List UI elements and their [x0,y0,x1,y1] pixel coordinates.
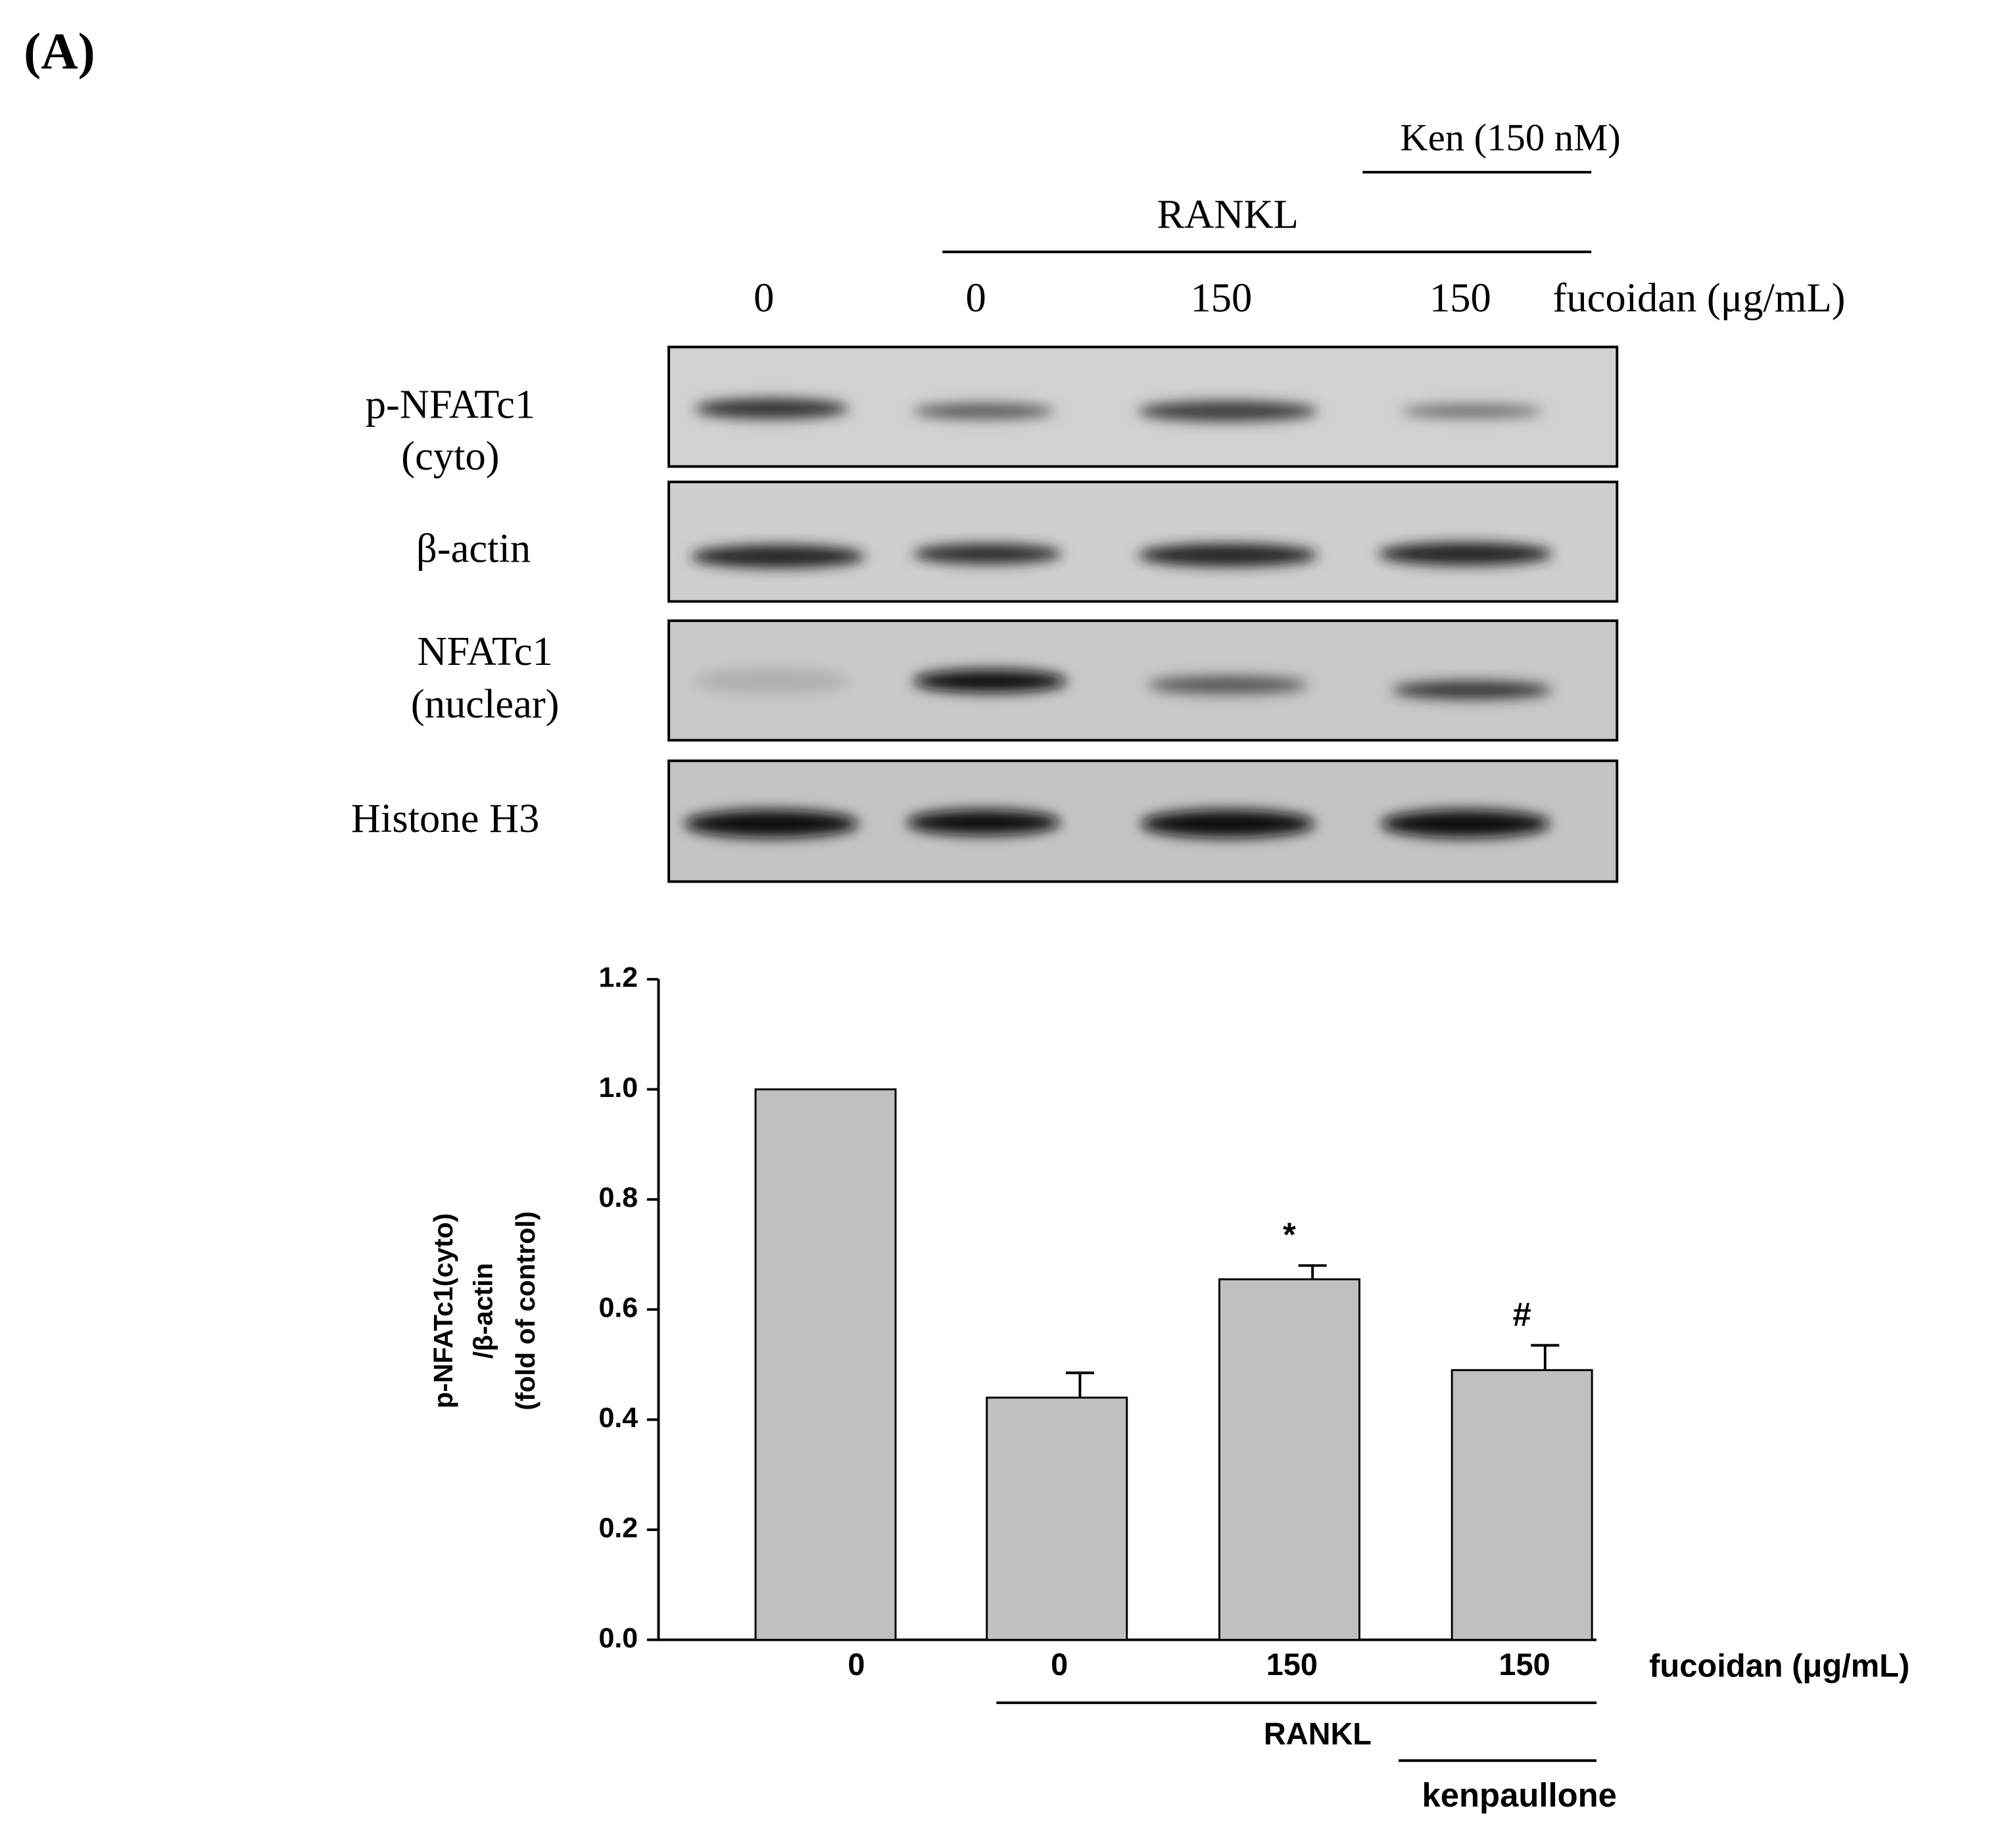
x-tick-label: 150 [1499,1647,1550,1682]
ken-label: Ken (150 nM) [1400,116,1620,158]
row-label: p-NFATc1 [366,381,535,427]
blot-panels [667,345,1619,883]
y-axis-label: /β-actin [468,1263,498,1359]
rankl-label: RANKL [1157,191,1298,237]
bar [1451,1369,1593,1641]
x-axis-label: fucoidan (μg/mL) [1649,1648,1909,1684]
row-label: (nuclear) [411,681,560,727]
group-label: kenpaullone [1422,1776,1617,1814]
row-label: Histone H3 [351,795,540,841]
group-label: RANKL [1264,1716,1372,1751]
y-tick-label: 0.4 [598,1402,638,1434]
panel-label: (A) [24,22,95,80]
significance-mark: # [1513,1296,1531,1333]
lane-label: 150 [1190,275,1252,321]
x-tick-label: 0 [1051,1647,1068,1682]
bar [1218,1278,1360,1641]
y-tick-label: 1.2 [598,961,638,993]
y-tick-label: 0.0 [598,1622,638,1654]
y-axis-label: p-NFATc1(cyto) [428,1213,458,1409]
x-tick-label: 150 [1266,1647,1318,1682]
row-label: β-actin [416,525,531,571]
dose-label: fucoidan (μg/mL) [1553,275,1846,321]
y-tick-label: 1.0 [598,1072,638,1104]
y-tick-label: 0.2 [598,1512,638,1544]
y-tick-label: 0.8 [598,1182,638,1213]
bar [986,1396,1128,1641]
y-tick-label: 0.6 [598,1292,638,1324]
lane-label: 0 [754,275,774,321]
bar [754,1088,897,1641]
row-label: (cyto) [401,433,499,479]
significance-mark: * [1283,1216,1296,1253]
lane-label: 150 [1429,275,1491,321]
x-tick-label: 0 [848,1647,865,1682]
row-label: NFATc1 [418,628,553,674]
lane-label: 0 [966,275,986,321]
y-axis-label: (fold of control) [510,1211,540,1411]
